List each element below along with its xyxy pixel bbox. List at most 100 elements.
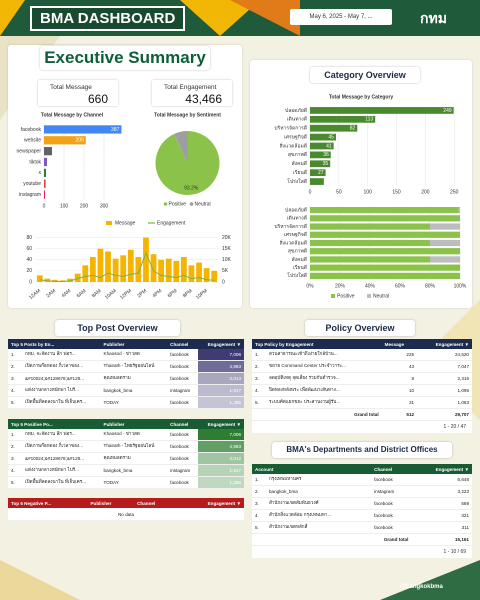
chart: Total Message by Channel 0 100 200 300 facebo… [17,112,122,209]
column-header[interactable]: Engagement ▼ [207,341,241,347]
y-tick-label: เศรษฐกิจดี [284,231,307,238]
table-cell: bangkok_bma [266,485,372,498]
data-table: Account Channel Engagement ▼ 1. กรุงเทพมหานค… [252,464,472,546]
bar [127,249,134,282]
table-cell: 7,047 [417,360,472,373]
table-cell: 4,983 [197,440,244,453]
bar [310,151,331,159]
table-cell: 24,520 [417,349,472,361]
table-cell: instagram [167,384,198,397]
table-cell: instagram [167,464,198,477]
column-header[interactable]: Engagement ▼ [207,500,241,506]
bar-segment [430,223,460,230]
table-cell: 1. [252,474,266,486]
table-row: 2. ขยาย Command Center ประจำวาระ... 43 7,04… [252,360,472,373]
table-cell: 6,648 [411,474,472,486]
empty-row: No data [8,508,244,521]
table-cell: ระบบคัดแยกขยะ ประสานงานผู้รับ... [266,396,382,409]
table-cell: 1. [8,429,22,441]
y-tick-label: tiktok [29,159,41,165]
legend-label: Engagement [157,220,186,226]
pie-slice [174,131,188,163]
bar [82,265,89,282]
legend-label: Message [115,220,136,226]
x-tick-label: 12PM [119,288,133,301]
y-tick-label: เดินทางดี [287,116,307,123]
kpi-value: 660 [87,92,108,106]
table-cell: 7,006 [197,349,244,361]
bar [44,157,47,167]
table-cell: ปิดทองหลังพระ เพื่อพัฒนาเส้นทาง... [266,384,382,397]
bar-value-label: 36 [323,152,329,158]
table-cell: ลดอุบัติเหตุ จุดเสี่ยง ร่วมกับตำรวจ... [266,372,382,385]
column-header: Channel [374,466,393,472]
table-cell: 1,917 [197,384,244,397]
section-title: Policy Overview [305,320,415,336]
pagination[interactable]: 1 - 20 / 47 [252,421,472,433]
table-cell: facebook [167,452,198,465]
y-tick-label: เรียนดี [293,264,307,271]
x-tick-label: 0 [43,203,46,209]
y2-tick-label: 10K [222,257,232,263]
y-tick-label: บริหารจัดการดี [274,125,307,132]
bar [74,273,81,282]
legend-swatch [163,202,168,206]
table-cell: 589 [411,497,472,510]
bar [105,251,111,282]
x-tick-label: 2AM [45,288,57,299]
kpi-label: Total Message [50,84,92,91]
bar [310,142,334,150]
table-cell: Thairath - ไทยรัฐออนไลน์ [100,440,168,453]
table-row: 2. bangkok_bma instagram 3,223 [252,485,472,498]
column-header: Channel [137,500,156,506]
total-row: Grand total 512 29,707 [252,408,472,421]
bar-value-label: 82 [350,126,356,132]
table-cell: เปิดพื้นที่ลดลงนาใน ที่เจ็บเคร... [22,476,101,489]
decor [230,0,300,36]
decor [0,0,25,36]
date-range-picker[interactable]: May 6, 2025 - May 7, ... [290,9,392,25]
legend-swatch [189,202,194,206]
table-cell: 10 [381,384,418,397]
column-header[interactable]: Engagement ▼ [207,421,241,427]
y-tick-label: 80 [26,235,32,241]
y2-tick-label: 0 [222,279,225,285]
header-row: Top 5 Negative P... Publisher Channel Engag… [8,498,244,508]
x-tick-label: 150 [392,189,401,195]
table-cell: 31 [381,396,418,409]
bar-segment [310,272,460,280]
table-cell: กทม. จะจัดงาน ลีก ฟอร... [22,429,101,441]
bar-segment [458,206,460,214]
x-tick-label: 60% [395,283,406,289]
y-tick-label: สุขภาพดี [288,248,307,255]
section-title: Category Overview [310,67,420,83]
x-tick-label: 20% [335,283,346,289]
bar-value-label: 27 [318,170,324,176]
column-header[interactable]: Engagement ▼ [435,466,469,472]
table-cell: facebook [167,440,198,453]
bar-segment [310,223,430,230]
chart: Total Message by Sentiment 93.2% Positive N… [154,112,221,207]
column-header[interactable]: Engagement ▼ [435,341,469,347]
bar [310,115,376,123]
table-cell: 43 [381,360,418,373]
table-row: 1. กรุงเทพมหานคร facebook 6,648 [252,474,472,486]
x-tick-label: 80% [425,283,436,289]
bar [310,169,326,177]
bar-value-label: 45 [328,134,334,140]
table-cell: 7,006 [197,429,244,441]
legend-swatch [331,294,335,298]
total-cell: 512 [381,408,418,421]
x-tick-label: 200 [421,189,430,195]
chart-title: Total Message by Channel [41,112,104,118]
x-tick-label: 12AM [28,288,42,301]
table-cell: facebook [167,349,198,361]
pagination[interactable]: 1 - 10 / 69 [252,546,472,558]
bar [165,258,172,282]
bar [173,260,180,282]
slice-label: 93.2% [184,186,199,192]
table-cell: คุณหมอดราม [100,372,168,385]
table-cell: แต่งงานกลางหนักพา ไปรั... [22,464,101,477]
table-cell: Khaosod - ข่าวสด [100,349,168,361]
x-tick-label: 100% [454,283,467,289]
